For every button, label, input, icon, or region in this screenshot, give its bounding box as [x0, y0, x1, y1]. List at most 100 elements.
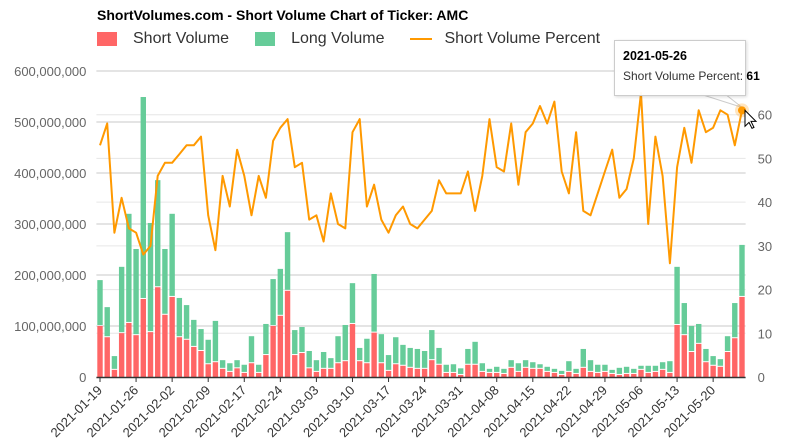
- short-volume-bar: [659, 369, 666, 377]
- short-volume-bar: [205, 364, 211, 377]
- short-volume-bar: [393, 364, 399, 377]
- short-volume-bar: [674, 324, 680, 377]
- short-volume-bar: [595, 372, 601, 377]
- long-volume-bar: [169, 213, 175, 296]
- long-volume-bar: [436, 347, 442, 364]
- long-volume-bar: [659, 362, 666, 369]
- long-volume-bar: [486, 368, 493, 372]
- short-volume-bar: [645, 372, 651, 377]
- short-volume-bar: [450, 372, 457, 377]
- long-volume-bar: [335, 336, 341, 363]
- long-volume-bar: [349, 283, 356, 323]
- short-volume-swatch: [97, 32, 117, 46]
- long-volume-bar: [328, 358, 334, 368]
- short-volume-bar: [479, 371, 486, 377]
- long-volume-bar: [551, 368, 558, 372]
- short-volume-bar: [356, 361, 363, 377]
- short-volume-bar: [155, 287, 161, 377]
- long-volume-bar: [472, 341, 478, 364]
- short-volume-bar: [104, 337, 110, 377]
- long-volume-bar: [703, 348, 709, 362]
- long-volume-bar: [306, 350, 312, 368]
- short-volume-bar: [219, 368, 226, 377]
- short-volume-bar: [717, 366, 724, 377]
- short-volume-bar: [465, 364, 471, 377]
- short-volume-bar: [508, 367, 514, 377]
- long-volume-bar: [162, 248, 168, 314]
- long-volume-bar: [320, 352, 327, 368]
- short-volume-bar: [342, 361, 348, 377]
- short-volume-bar: [710, 365, 716, 377]
- long-volume-bar: [270, 279, 276, 325]
- short-volume-bar: [364, 363, 370, 377]
- tooltip-label: Short Volume Percent:: [623, 69, 747, 83]
- y-left-tick-label: 500,000,000: [14, 115, 86, 130]
- short-volume-bar: [191, 346, 197, 377]
- y-right-tick-label: 60: [758, 108, 772, 123]
- long-volume-bar: [393, 337, 399, 364]
- short-volume-bar: [558, 374, 565, 377]
- legend-item-short-volume[interactable]: Short Volume: [97, 30, 229, 48]
- long-volume-bar: [407, 347, 413, 367]
- tooltip-pointer: [699, 93, 743, 108]
- long-volume-bar: [465, 348, 471, 364]
- short-volume-bar: [573, 373, 579, 377]
- long-volume-bar: [544, 366, 550, 371]
- short-volume-bar: [486, 372, 493, 377]
- short-volume-bar: [313, 371, 320, 377]
- long-volume-bar: [717, 359, 724, 366]
- long-volume-bar: [681, 303, 687, 335]
- y-left-tick-label: 600,000,000: [14, 64, 86, 79]
- y-right-tick-label: 50: [758, 151, 772, 166]
- y-right-tick-label: 10: [758, 326, 772, 341]
- y-left-tick-label: 300,000,000: [14, 217, 86, 232]
- short-volume-bar: [522, 367, 529, 377]
- long-volume-bar: [623, 366, 630, 373]
- long-volume-bar: [573, 368, 579, 373]
- short-volume-bar: [566, 371, 572, 377]
- tooltip-line: Short Volume Percent: 61: [623, 69, 760, 83]
- long-volume-bar: [501, 368, 507, 373]
- short-volume-bar: [515, 371, 522, 377]
- long-volume-bar: [522, 360, 529, 367]
- long-volume-bar: [530, 362, 536, 368]
- long-volume-bar: [667, 361, 673, 372]
- long-volume-bar: [176, 297, 183, 337]
- long-volume-bar: [364, 338, 370, 363]
- long-volume-bar: [652, 365, 659, 371]
- short-volume-bar: [530, 368, 536, 377]
- short-volume-bar: [421, 368, 428, 377]
- tooltip-value: 61: [746, 69, 760, 83]
- long-volume-bar: [710, 356, 716, 365]
- short-volume-bar: [631, 373, 637, 377]
- short-volume-bar: [724, 352, 731, 377]
- long-volume-bar: [104, 307, 110, 337]
- y-left-tick-label: 200,000,000: [14, 268, 86, 283]
- short-volume-bar: [537, 368, 543, 377]
- short-volume-bar: [299, 353, 305, 377]
- short-volume-bar: [241, 372, 247, 377]
- short-volume-bar: [270, 326, 276, 377]
- long-volume-bar: [429, 330, 435, 360]
- long-volume-bar: [739, 244, 745, 296]
- long-volume-bar: [732, 303, 738, 338]
- tooltip: 2021-05-26 Short Volume Percent: 61: [614, 40, 760, 96]
- legend-item-long-volume[interactable]: Long Volume: [255, 30, 384, 48]
- short-volume-bar: [183, 339, 190, 377]
- short-volume-bar: [335, 363, 341, 377]
- short-volume-bar: [472, 364, 478, 377]
- short-volume-bar: [256, 372, 262, 377]
- bars: [97, 97, 745, 377]
- short-volume-bar: [140, 298, 146, 377]
- short-volume-bar: [732, 338, 738, 377]
- long-volume-bar: [147, 222, 154, 332]
- long-volume-bar: [378, 334, 385, 363]
- legend-item-short-volume-percent[interactable]: Short Volume Percent: [410, 30, 600, 48]
- long-volume-bar: [688, 326, 695, 352]
- long-volume-swatch: [255, 32, 276, 46]
- short-volume-bar: [436, 364, 442, 377]
- short-volume-bar: [688, 352, 695, 377]
- long-volume-bar: [97, 280, 103, 325]
- long-volume-bar: [515, 363, 522, 371]
